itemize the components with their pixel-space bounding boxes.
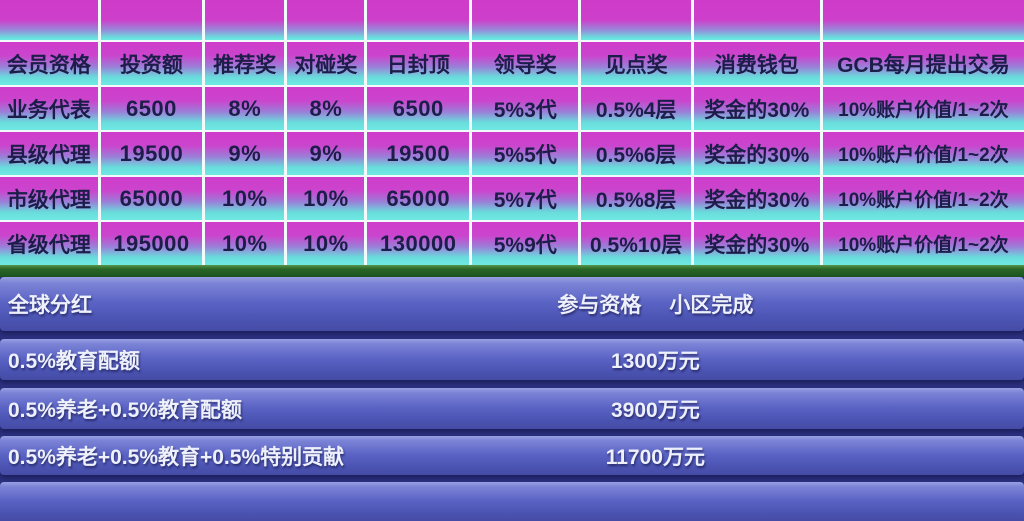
column-header-point-bonus: 见点奖 [581,42,691,85]
table-cell-rank: 市级代理 [0,177,98,220]
table-cell-matching: 8% [287,87,365,130]
column-header-matching-bonus: 对碰奖 [287,42,365,85]
table-cell-empty [287,0,365,40]
table-cell-leadership: 5%3代 [472,87,579,130]
column-header-consumption-wallet: 消费钱包 [693,42,820,85]
qualification-value: 小区完成 [669,294,754,317]
table-cell-empty [822,0,1024,40]
table-cell-investment: 65000 [100,177,203,220]
table-cell-empty [581,0,691,40]
table-cell-wallet: 奖金的30% [693,177,820,220]
dividend-row: 0.5%养老+0.5%教育配额 3900万元 [0,388,1024,429]
column-header-membership: 会员资格 [0,42,98,85]
table-cell-investment: 19500 [100,132,203,175]
table-cell-referral: 9% [205,132,285,175]
table-cell-matching: 10% [287,222,365,265]
table-cell-gcb: 10%账户价值/1~2次 [822,222,1024,265]
dividend-row-value: 11700万元 [605,445,705,469]
dividend-row: 0.5%养老+0.5%教育+0.5%特别贡献 11700万元 [0,436,1024,475]
table-cell-matching: 9% [287,132,365,175]
table-cell-daily-cap: 130000 [367,222,470,265]
table-cell-leadership: 5%7代 [472,177,579,220]
table-cell-daily-cap: 6500 [367,87,470,130]
dividend-title: 全球分红 [8,294,92,317]
table-cell-investment: 6500 [100,87,203,130]
table-cell-daily-cap: 19500 [367,132,470,175]
table-cell-empty [472,0,579,40]
table-cell-gcb: 10%账户价值/1~2次 [822,87,1024,130]
dividend-row: 0.5%教育配额 1300万元 [0,339,1024,380]
dividend-qualification: 参与资格 小区完成 [557,289,753,319]
table-cell-referral: 8% [205,87,285,130]
dividend-row-value: 3900万元 [611,398,700,422]
table-cell-gcb: 10%账户价值/1~2次 [822,132,1024,175]
dividend-section: 全球分红 参与资格 小区完成 0.5%教育配额 1300万元 0.5%养老+0.… [0,277,1024,521]
table-cell-point: 0.5%8层 [581,177,691,220]
table-cell-leadership: 5%9代 [472,222,579,265]
membership-table: 会员资格 投资额 推荐奖 对碰奖 日封顶 领导奖 见点奖 消费钱包 GCB每月提… [0,0,1024,265]
table-cell-daily-cap: 65000 [367,177,470,220]
table-cell-leadership: 5%5代 [472,132,579,175]
table-cell-empty [100,0,203,40]
dividend-row-empty [0,482,1024,521]
column-header-investment: 投资额 [100,42,203,85]
table-cell-rank: 县级代理 [0,132,98,175]
table-cell-rank: 业务代表 [0,87,98,130]
table-cell-wallet: 奖金的30% [693,87,820,130]
table-cell-empty [0,0,98,40]
table-cell-wallet: 奖金的30% [693,222,820,265]
table-cell-referral: 10% [205,177,285,220]
table-cell-empty [205,0,285,40]
column-header-daily-cap: 日封顶 [367,42,470,85]
section-divider [0,265,1024,277]
table-cell-gcb: 10%账户价值/1~2次 [822,177,1024,220]
table-cell-investment: 195000 [100,222,203,265]
column-header-referral-bonus: 推荐奖 [205,42,285,85]
table-cell-rank: 省级代理 [0,222,98,265]
dividend-row-label: 0.5%养老+0.5%教育配额 [8,398,242,422]
table-cell-point: 0.5%6层 [581,132,691,175]
table-cell-point: 0.5%10层 [581,222,691,265]
column-header-gcb-monthly: GCB每月提出交易 [822,42,1024,85]
qualification-label: 参与资格 [557,294,642,317]
table-cell-referral: 10% [205,222,285,265]
table-cell-empty [693,0,820,40]
table-cell-point: 0.5%4层 [581,87,691,130]
table-cell-matching: 10% [287,177,365,220]
dividend-row-value: 1300万元 [611,349,700,373]
dividend-row-label: 0.5%养老+0.5%教育+0.5%特别贡献 [8,445,345,469]
table-cell-wallet: 奖金的30% [693,132,820,175]
column-header-leadership-bonus: 领导奖 [472,42,579,85]
table-cell-empty [367,0,470,40]
dividend-row-label: 0.5%教育配额 [8,349,140,373]
dividend-header-bar: 全球分红 参与资格 小区完成 [0,277,1024,331]
